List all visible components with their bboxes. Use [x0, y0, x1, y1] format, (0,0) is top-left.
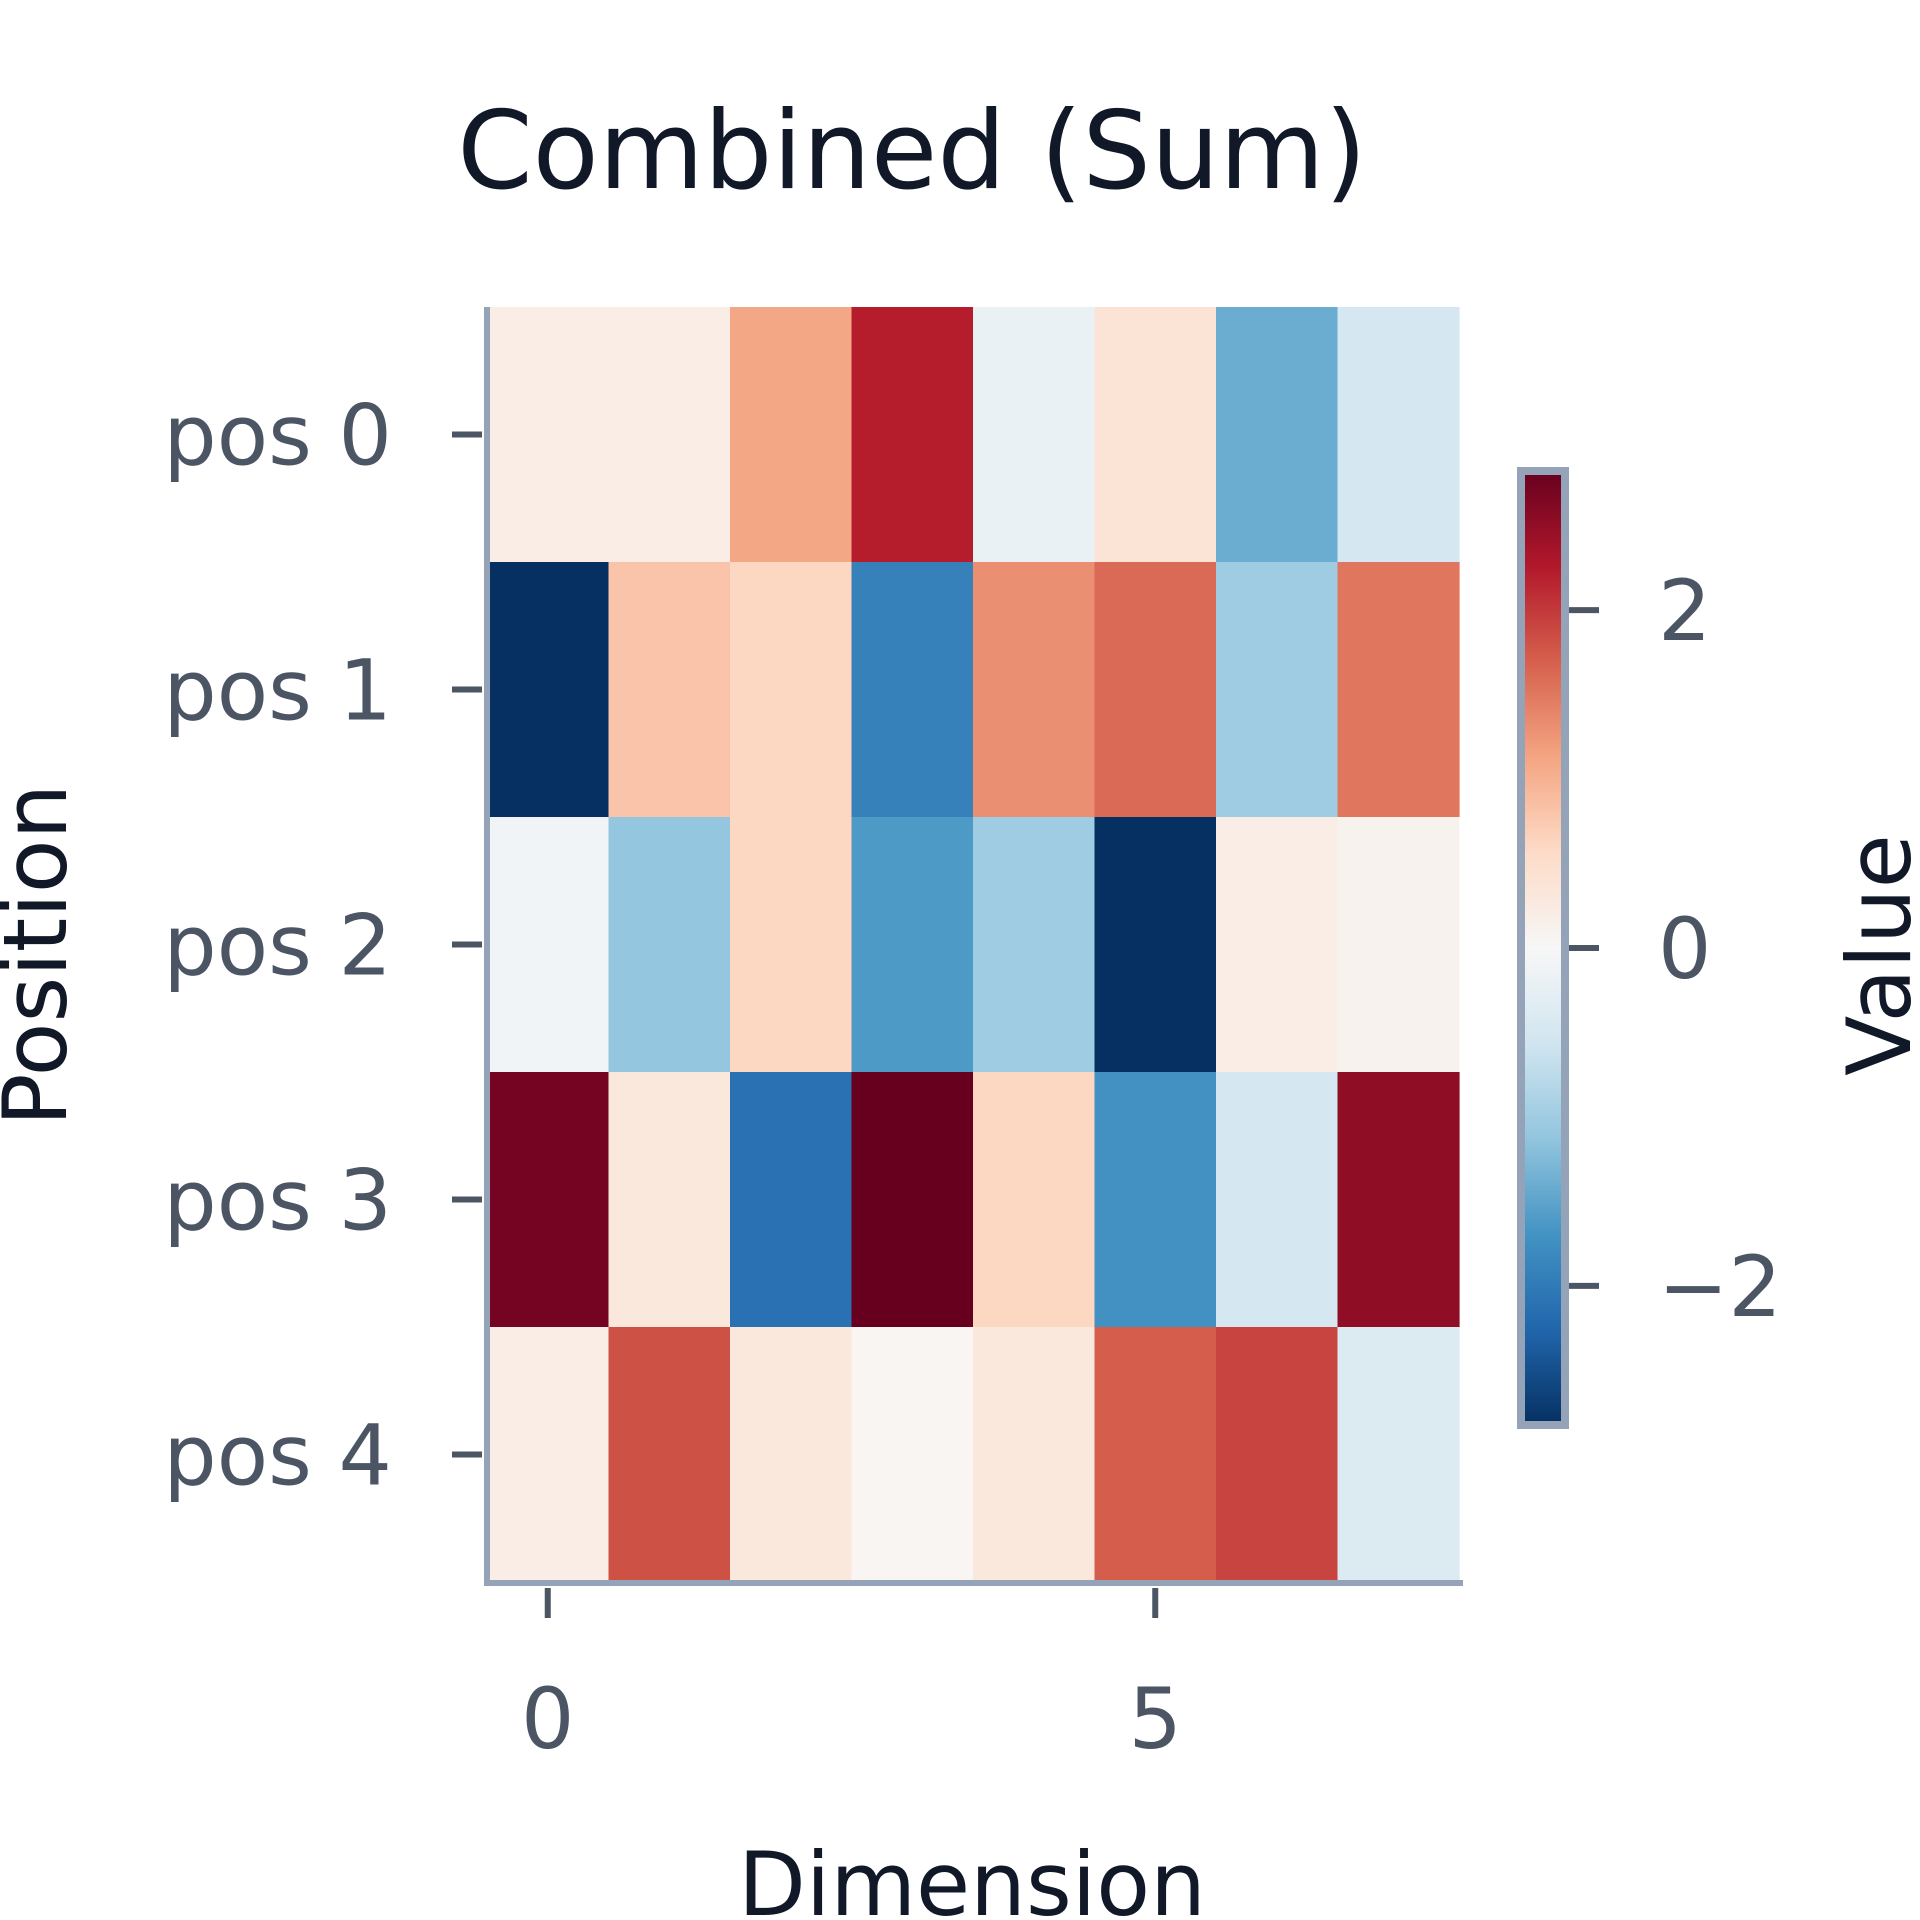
- heatmap-cell-r1-c1: [608, 562, 731, 818]
- heatmap-cell-r3-c0: [487, 1072, 610, 1328]
- heatmap-cell-r2-c1: [608, 817, 731, 1073]
- heatmap-cells: [487, 307, 1460, 1583]
- heatmap-cell-r1-c0: [487, 562, 610, 818]
- colorbar: [1517, 467, 1569, 1429]
- colorbar-tick-label: −2: [1658, 1238, 1782, 1336]
- heatmap-cell-r0-c0: [487, 307, 610, 563]
- colorbar-label: Value: [1828, 834, 1920, 1076]
- x-axis-label: Dimension: [738, 1833, 1206, 1920]
- heatmap-cell-r4-c4: [973, 1327, 1096, 1583]
- y-tick-label: pos 2: [163, 897, 392, 995]
- heatmap-cell-r2-c7: [1337, 817, 1460, 1073]
- heatmap-cell-r4-c3: [851, 1327, 974, 1583]
- heatmap-cell-r3-c2: [730, 1072, 853, 1328]
- y-axis-label: Position: [0, 784, 87, 1127]
- heatmap-cell-r2-c2: [730, 817, 853, 1073]
- y-tick-label: pos 1: [163, 642, 392, 740]
- heatmap-cell-r0-c7: [1337, 307, 1460, 563]
- heatmap-cell-r4-c0: [487, 1327, 610, 1583]
- y-axis-ticks: pos 0 pos 1 pos 2 pos 3 pos 4: [163, 387, 482, 1505]
- heatmap-cell-r1-c4: [973, 562, 1096, 818]
- heatmap-cell-r1-c7: [1337, 562, 1460, 818]
- y-tick-label: pos 3: [163, 1152, 392, 1250]
- heatmap-cell-r4-c7: [1337, 1327, 1460, 1583]
- y-tick-label: pos 4: [163, 1407, 392, 1505]
- chart-title: Combined (Sum): [457, 89, 1367, 214]
- heatmap-cell-r2-c3: [851, 817, 974, 1073]
- heatmap-cell-r0-c6: [1216, 307, 1339, 563]
- heatmap-cell-r0-c4: [973, 307, 1096, 563]
- y-tick-label: pos 0: [163, 387, 392, 485]
- heatmap-cell-r3-c3: [851, 1072, 974, 1328]
- heatmap-cell-r4-c1: [608, 1327, 731, 1583]
- heatmap-cell-r1-c3: [851, 562, 974, 818]
- heatmap-cell-r0-c5: [1094, 307, 1217, 563]
- heatmap-cell-r3-c1: [608, 1072, 731, 1328]
- heatmap-cell-r4-c6: [1216, 1327, 1339, 1583]
- heatmap-cell-r1-c2: [730, 562, 853, 818]
- heatmap-cell-r1-c5: [1094, 562, 1217, 818]
- heatmap-cell-r2-c6: [1216, 817, 1339, 1073]
- heatmap-cell-r0-c3: [851, 307, 974, 563]
- heatmap-cell-r0-c2: [730, 307, 853, 563]
- heatmap-cell-r4-c5: [1094, 1327, 1217, 1583]
- heatmap-cell-r3-c4: [973, 1072, 1096, 1328]
- heatmap-cell-r2-c0: [487, 817, 610, 1073]
- heatmap-cell-r3-c7: [1337, 1072, 1460, 1328]
- heatmap-cell-r2-c5: [1094, 817, 1217, 1073]
- colorbar-ticks: 2 0 −2: [1569, 562, 1782, 1336]
- colorbar-tick-label: 2: [1658, 562, 1711, 660]
- heatmap-cell-r4-c2: [730, 1327, 853, 1583]
- heatmap-cell-r0-c1: [608, 307, 731, 563]
- heatmap-cell-r1-c6: [1216, 562, 1339, 818]
- x-tick-label: 0: [521, 1670, 574, 1768]
- heatmap-cell-r3-c5: [1094, 1072, 1217, 1328]
- x-tick-label: 5: [1129, 1670, 1182, 1768]
- heatmap-cell-r3-c6: [1216, 1072, 1339, 1328]
- colorbar-tick-label: 0: [1658, 900, 1711, 998]
- heatmap-cell-r2-c4: [973, 817, 1096, 1073]
